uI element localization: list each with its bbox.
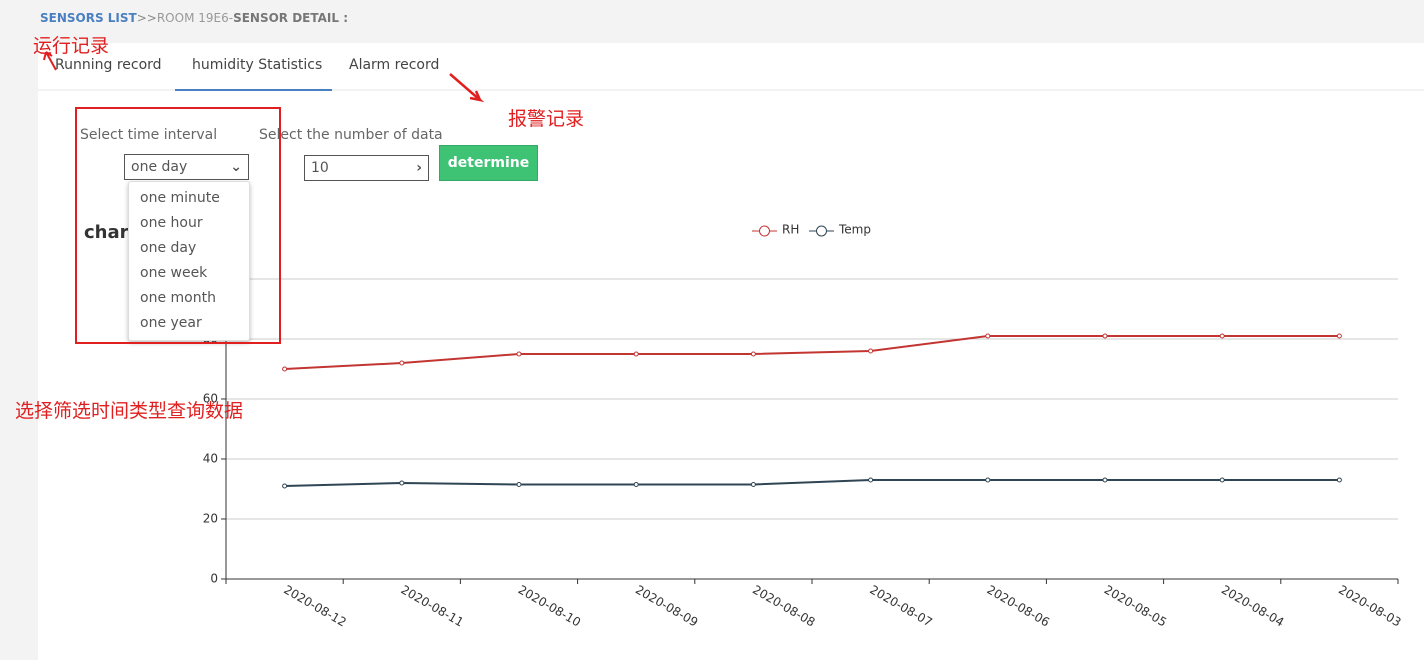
y-tick-label: 40 (203, 452, 218, 466)
breadcrumb-detail: SENSOR DETAIL : (233, 11, 348, 25)
legend-label: Temp (838, 223, 871, 237)
legend-marker (816, 225, 827, 237)
point (282, 366, 288, 372)
content-panel (38, 43, 1424, 660)
x-tick-label: 2020-08-09 (633, 583, 700, 630)
point (516, 482, 522, 487)
legend-label: RH (782, 223, 799, 237)
x-tick-label: 2020-08-07 (867, 583, 934, 630)
point (750, 351, 756, 357)
determine-button[interactable]: determine (439, 145, 538, 181)
line (284, 335, 1340, 370)
highlight-box (75, 107, 281, 344)
annotation: 报警记录 (508, 109, 585, 130)
point (1102, 333, 1108, 339)
point (985, 477, 991, 483)
tab[interactable]: Alarm record (349, 57, 440, 73)
count-input[interactable]: 10 › (304, 155, 429, 181)
interval-select[interactable]: one day ⌄ (124, 154, 249, 180)
y-tick-label: 0 (210, 572, 218, 586)
x-tick-label: 2020-08-06 (985, 583, 1052, 630)
x-tick-label: 2020-08-12 (281, 583, 348, 630)
point (633, 482, 639, 487)
point (282, 483, 288, 489)
count-value: 10 (311, 160, 329, 176)
point (1219, 477, 1225, 483)
chart-title: chart (84, 222, 138, 243)
point (868, 477, 874, 483)
y-tick-label: 20 (203, 512, 218, 526)
legend-marker (759, 225, 770, 237)
annotation: 运行记录 (33, 36, 110, 57)
point (868, 348, 874, 354)
x-tick-label: 2020-08-03 (1336, 583, 1403, 630)
dropdown-option[interactable]: one day (140, 240, 197, 256)
breadcrumb-link[interactable]: SENSORS LIST (40, 11, 137, 25)
annotation: 选择筛选时间类型查询数据 (15, 401, 244, 422)
x-tick-label: 2020-08-11 (399, 583, 466, 630)
breadcrumb-room: ROOM 19E6- (156, 11, 234, 25)
dropdown-option[interactable]: one week (140, 265, 208, 281)
point (633, 351, 639, 357)
point (399, 480, 405, 486)
dropdown-option[interactable]: one year (140, 315, 202, 331)
dropdown-option[interactable]: one month (140, 290, 216, 306)
x-tick-label: 2020-08-10 (516, 583, 583, 630)
breadcrumb: SENSORS LIST>>ROOM 19E6-SENSOR DETAIL : (40, 11, 348, 25)
breadcrumb-separator: >> (136, 11, 157, 25)
x-tick-label: 2020-08-04 (1219, 583, 1286, 630)
line (284, 479, 1340, 487)
point (1102, 477, 1108, 483)
x-tick-label: 2020-08-08 (750, 583, 817, 630)
dropdown-menu: one minute one hour one day one week one… (128, 181, 250, 341)
point (516, 351, 522, 357)
dropdown-option[interactable]: one hour (140, 215, 203, 231)
dropdown-option[interactable]: one minute (140, 190, 220, 206)
point (399, 360, 405, 366)
interval-label: Select time interval (80, 127, 218, 143)
point (1336, 333, 1342, 339)
x-tick-label: 2020-08-05 (1102, 583, 1169, 630)
point (1219, 333, 1225, 339)
tab[interactable]: Running record (55, 57, 162, 73)
chevron-icon: › (416, 160, 422, 176)
interval-value: one day (131, 159, 188, 175)
point (1336, 477, 1342, 483)
point (750, 482, 756, 487)
tab[interactable]: humidity Statistics (192, 57, 323, 73)
y-tick-label: 60 (203, 392, 218, 406)
count-label: Select the number of data (259, 127, 443, 143)
point (985, 333, 991, 339)
chevron-icon: ⌄ (230, 159, 242, 175)
